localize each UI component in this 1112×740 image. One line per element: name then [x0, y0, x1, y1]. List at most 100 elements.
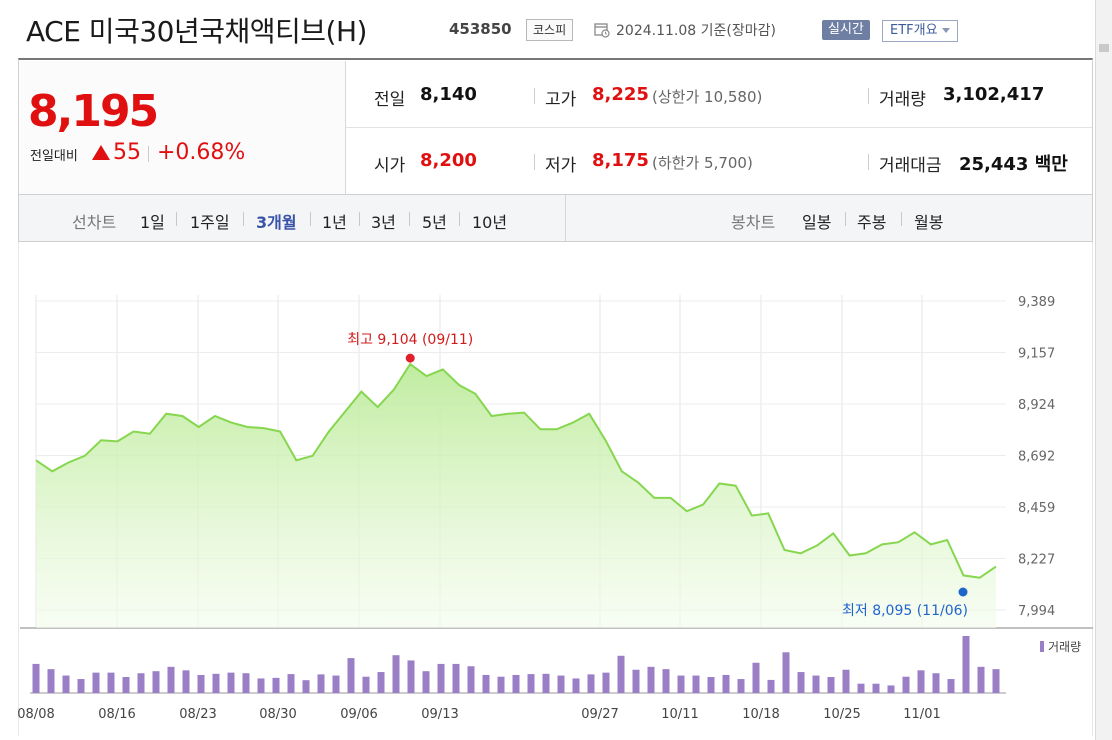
- volume-bar: [542, 673, 550, 693]
- y-tick-label: 8,459: [1018, 501, 1055, 516]
- low-marker: [958, 587, 968, 597]
- volume-bar: [782, 652, 790, 693]
- volume-bar: [677, 675, 685, 693]
- etf-overview-dropdown[interactable]: ETF개요: [882, 20, 958, 42]
- realtime-button[interactable]: 실시간: [822, 20, 870, 40]
- current-price: 8,195: [28, 86, 159, 137]
- volume-bar: [842, 669, 850, 693]
- calendar-clock-icon: [594, 23, 610, 38]
- volume-bar: [617, 655, 625, 693]
- volume-bar: [767, 679, 775, 693]
- tab-1d[interactable]: 1일: [140, 213, 165, 232]
- scrollbar-arrow-icon[interactable]: [1099, 44, 1109, 52]
- volume-bar: [812, 675, 820, 693]
- divider: [534, 88, 535, 104]
- volume-bar: [152, 671, 160, 693]
- y-tick-label: 8,924: [1018, 398, 1055, 413]
- x-tick-label: 09/06: [340, 707, 377, 722]
- x-tick-label: 08/30: [259, 707, 296, 722]
- tab-3y[interactable]: 3년: [371, 213, 396, 232]
- x-tick-label: 10/18: [742, 707, 779, 722]
- tab-3m[interactable]: 3개월: [256, 213, 297, 232]
- volume-bar: [992, 669, 1000, 693]
- volume-bar: [977, 666, 985, 693]
- volume-bar: [422, 671, 430, 693]
- volume-label: 거래량: [879, 90, 926, 110]
- volume-bar: [107, 672, 115, 693]
- volume-bar: [362, 676, 370, 693]
- volume-bar: [77, 679, 85, 693]
- volume-bar: [347, 658, 355, 693]
- volume-bar: [287, 674, 295, 693]
- change-rate: +0.68%: [157, 140, 246, 165]
- divider: [176, 212, 177, 226]
- stock-title: ACE 미국30년국채액티브(H): [26, 15, 367, 48]
- volume-bar: [437, 663, 445, 693]
- volume-bar: [797, 672, 805, 693]
- x-tick-label: 11/01: [903, 707, 940, 722]
- low-value: 8,175: [592, 150, 649, 171]
- volume-bar: [932, 673, 940, 693]
- prev-close-value: 8,140: [420, 84, 477, 105]
- x-tick-label: 10/11: [661, 707, 698, 722]
- scrollbar[interactable]: [1095, 0, 1112, 740]
- volume-bar: [662, 669, 670, 693]
- y-tick-label: 8,692: [1018, 450, 1055, 465]
- tab-1y[interactable]: 1년: [322, 213, 347, 232]
- y-tick-label: 8,227: [1018, 553, 1055, 568]
- volume-bar: [527, 674, 535, 693]
- line-chart-label: 선차트: [72, 213, 117, 232]
- volume-bar: [647, 666, 655, 693]
- upper-limit: (상한가 10,580): [652, 88, 763, 106]
- divider: [243, 212, 244, 226]
- volume-bar: [227, 672, 235, 693]
- y-tick-label: 7,994: [1018, 604, 1055, 619]
- up-triangle-icon: [92, 145, 110, 160]
- divider: [459, 212, 460, 226]
- divider: [148, 146, 149, 162]
- volume-bar: [47, 669, 55, 693]
- tab-daily[interactable]: 일봉: [802, 213, 832, 232]
- high-marker: [405, 353, 415, 363]
- row-divider: [346, 127, 1092, 128]
- tab-5y[interactable]: 5년: [422, 213, 447, 232]
- volume-bar: [872, 683, 880, 693]
- volume-bar: [332, 675, 340, 693]
- volume-bar: [122, 677, 130, 693]
- volume-bar: [92, 672, 100, 693]
- volume-bar: [197, 674, 205, 693]
- volume-bar: [302, 680, 310, 693]
- price-area: [36, 364, 996, 628]
- divider: [409, 212, 410, 226]
- high-label: 고가: [545, 90, 577, 110]
- volume-value: 3,102,417: [943, 84, 1045, 105]
- tab-1w[interactable]: 1주일: [190, 213, 230, 232]
- volume-bar: [857, 683, 865, 693]
- volume-bar: [632, 669, 640, 693]
- base-date: 2024.11.08 기준(장마감): [616, 23, 776, 39]
- divider: [565, 195, 566, 241]
- low-annotation: 최저 8,095 (11/06): [842, 603, 968, 619]
- tab-monthly[interactable]: 월봉: [914, 213, 944, 232]
- amount-label: 거래대금: [879, 156, 942, 176]
- x-tick-label: 08/08: [17, 707, 54, 722]
- divider: [868, 88, 869, 104]
- volume-bar: [317, 674, 325, 693]
- candle-chart-label: 봉차트: [731, 213, 776, 232]
- tab-10y[interactable]: 10년: [472, 213, 508, 232]
- divider: [359, 212, 360, 226]
- volume-bar: [692, 675, 700, 693]
- volume-bar: [557, 675, 565, 693]
- x-tick-label: 09/27: [581, 707, 618, 722]
- volume-bar: [32, 663, 40, 693]
- volume-bar: [137, 673, 145, 693]
- high-value: 8,225: [592, 84, 649, 105]
- volume-bar: [737, 679, 745, 693]
- volume-bar: [212, 673, 220, 693]
- volume-legend-swatch: [1040, 641, 1044, 652]
- tab-weekly[interactable]: 주봉: [857, 213, 887, 232]
- volume-bar: [917, 670, 925, 693]
- volume-bar: [827, 677, 835, 693]
- open-label: 시가: [374, 156, 406, 176]
- divider: [310, 212, 311, 226]
